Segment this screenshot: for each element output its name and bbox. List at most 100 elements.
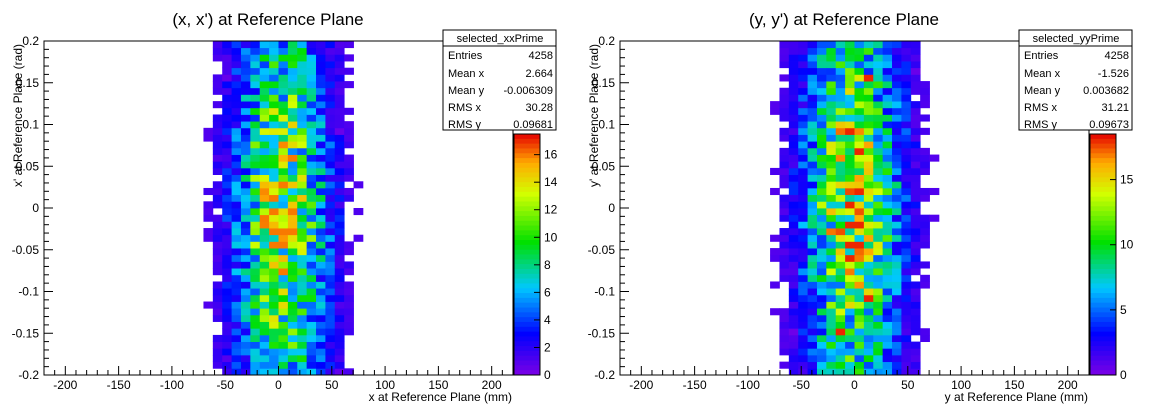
heatmap-cell bbox=[826, 81, 837, 89]
heatmap-cell bbox=[798, 54, 808, 62]
heatmap-cell bbox=[240, 181, 251, 189]
heatmap-cell bbox=[222, 127, 232, 135]
heatmap-cell bbox=[854, 181, 865, 189]
heatmap-cell bbox=[779, 254, 790, 262]
heatmap-cell bbox=[835, 281, 846, 289]
heatmap-cell bbox=[334, 167, 345, 175]
heatmap-cell bbox=[334, 361, 345, 369]
color-scale-step bbox=[1090, 346, 1116, 352]
stats-rms-x-label: RMS x bbox=[448, 102, 482, 114]
heatmap-cell bbox=[920, 274, 930, 282]
heatmap-cell bbox=[798, 167, 808, 175]
heatmap-cell bbox=[231, 121, 242, 129]
heatmap-cell bbox=[240, 134, 251, 142]
heatmap-cell bbox=[854, 127, 865, 135]
heatmap-cell bbox=[269, 268, 279, 276]
heatmap-cell bbox=[835, 107, 846, 115]
heatmap-cell bbox=[212, 87, 223, 95]
heatmap-cell bbox=[231, 354, 242, 363]
heatmap-cell bbox=[816, 314, 827, 322]
heatmap-cell bbox=[203, 214, 214, 222]
heatmap-cell bbox=[826, 154, 837, 162]
heatmap-cell bbox=[835, 141, 846, 149]
heatmap-cell bbox=[231, 101, 242, 109]
heatmap-cell bbox=[854, 228, 865, 236]
heatmap-cell bbox=[807, 294, 818, 302]
heatmap-cell bbox=[892, 187, 902, 196]
heatmap-cell bbox=[845, 174, 855, 182]
heatmap-cell bbox=[278, 254, 289, 262]
color-scale-step bbox=[514, 317, 540, 323]
heatmap-cell bbox=[287, 107, 298, 115]
heatmap-cell bbox=[798, 308, 808, 316]
heatmap-cell bbox=[807, 187, 818, 196]
heatmap-cell bbox=[882, 187, 893, 196]
heatmap-cell bbox=[770, 248, 780, 256]
y-tick-label: 0.15 bbox=[16, 76, 40, 90]
color-scale-step bbox=[1090, 321, 1116, 328]
heatmap-cell bbox=[770, 308, 780, 316]
x-tick-label: -100 bbox=[736, 378, 760, 392]
heatmap-cell bbox=[259, 81, 270, 89]
heatmap-cell bbox=[240, 114, 251, 122]
heatmap-cell bbox=[269, 194, 279, 202]
heatmap-cell bbox=[798, 174, 808, 182]
heatmap-cell bbox=[231, 268, 242, 276]
heatmap-cell bbox=[222, 328, 232, 336]
heatmap-cell bbox=[325, 134, 336, 142]
stats-mean-y-value: 0.003682 bbox=[1083, 85, 1129, 97]
heatmap-cell bbox=[297, 67, 308, 75]
heatmap-cell bbox=[826, 201, 837, 209]
heatmap-cell bbox=[325, 141, 336, 149]
heatmap-cell bbox=[798, 114, 808, 122]
heatmap-cell bbox=[920, 241, 930, 249]
heatmap-cell bbox=[250, 354, 261, 363]
heatmap-cell bbox=[222, 201, 232, 209]
heatmap-cell bbox=[212, 361, 223, 369]
heatmap-cell bbox=[259, 314, 270, 322]
color-scale-step bbox=[514, 288, 540, 294]
heatmap-cell bbox=[892, 87, 902, 95]
heatmap-cell bbox=[212, 47, 223, 55]
color-scale-step bbox=[514, 326, 540, 333]
color-scale-step bbox=[514, 225, 540, 231]
heatmap-cell bbox=[863, 61, 874, 69]
heatmap-cell bbox=[892, 361, 902, 369]
heatmap-cell bbox=[325, 181, 336, 189]
color-scale-step bbox=[514, 153, 540, 159]
heatmap-cell bbox=[854, 328, 865, 336]
heatmap-cell bbox=[788, 248, 799, 256]
heatmap-cell bbox=[807, 107, 818, 115]
heatmap-cell bbox=[873, 147, 884, 155]
heatmap-cell bbox=[816, 194, 827, 202]
heatmap-cell bbox=[231, 208, 242, 216]
heatmap-cell bbox=[344, 308, 354, 316]
heatmap-cell bbox=[892, 221, 902, 229]
heatmap-cell bbox=[297, 161, 308, 169]
heatmap-cell bbox=[845, 161, 855, 169]
heatmap-cell bbox=[334, 147, 345, 155]
heatmap-cell bbox=[325, 214, 336, 222]
heatmap-cell bbox=[807, 254, 818, 262]
heatmap-cell bbox=[250, 41, 261, 49]
heatmap-cell bbox=[873, 127, 884, 135]
heatmap-cell bbox=[334, 234, 345, 242]
heatmap-cell bbox=[798, 261, 808, 269]
heatmap-cell bbox=[807, 234, 818, 242]
heatmap-cell bbox=[779, 161, 790, 169]
heatmap-cell bbox=[250, 101, 261, 109]
heatmap-cell bbox=[212, 261, 223, 269]
heatmap-cell bbox=[344, 141, 354, 149]
heatmap-cell bbox=[306, 214, 317, 222]
heatmap-cell bbox=[316, 321, 326, 329]
heatmap-cell bbox=[901, 221, 912, 229]
heatmap-cell bbox=[240, 67, 251, 75]
z-tick-label: 8 bbox=[544, 258, 551, 272]
heatmap-cell bbox=[231, 254, 242, 262]
heatmap-cell bbox=[845, 154, 855, 162]
heatmap-cell bbox=[306, 74, 317, 82]
color-scale-step bbox=[514, 297, 540, 304]
color-scale-frame bbox=[1089, 133, 1117, 376]
color-scale-step bbox=[1090, 244, 1116, 251]
